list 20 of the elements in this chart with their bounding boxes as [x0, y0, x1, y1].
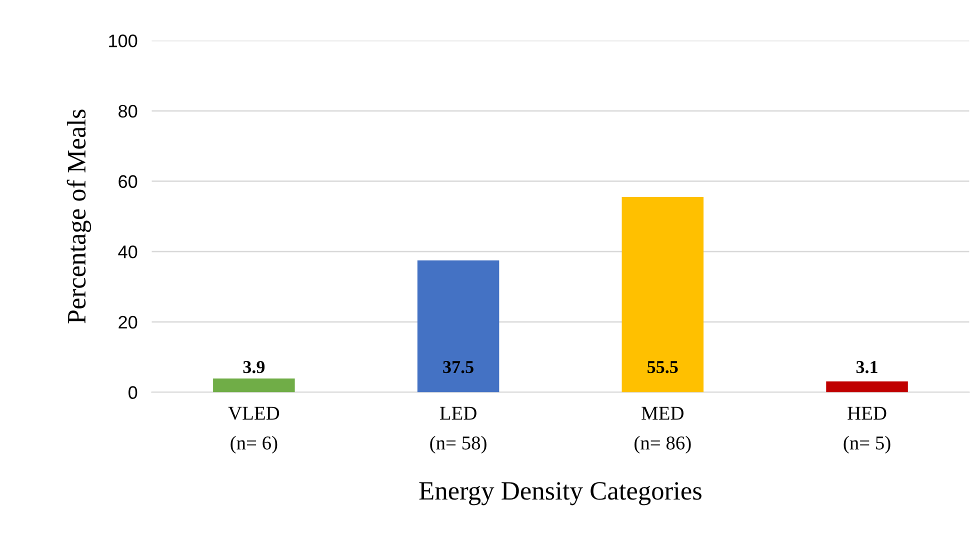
y-tick-label: 20	[118, 316, 138, 329]
bar	[622, 197, 704, 392]
x-tick-label: VLED (n= 6)	[228, 406, 280, 454]
bar	[213, 378, 295, 392]
y-tick-label: 100	[109, 34, 138, 48]
x-tick-label: MED (n= 86)	[634, 406, 691, 454]
data-label: 3.9	[243, 361, 265, 374]
bar	[417, 260, 500, 392]
x-axis-title: Energy Density Categories	[419, 482, 702, 506]
x-tick-label: LED (n= 58)	[430, 406, 486, 454]
y-tick-label: 80	[118, 104, 138, 118]
data-label: 3.1	[856, 361, 878, 374]
y-axis-title: Percentage of Meals	[66, 110, 92, 324]
data-label: 55.5	[648, 361, 678, 374]
y-tick-label: 60	[118, 175, 138, 188]
x-tick-label: HED (n= 5)	[844, 406, 890, 454]
y-tick-label: 40	[118, 246, 138, 258]
y-tick-label: 0	[128, 386, 138, 399]
bar	[826, 381, 908, 392]
data-label: 37.5	[443, 361, 474, 374]
